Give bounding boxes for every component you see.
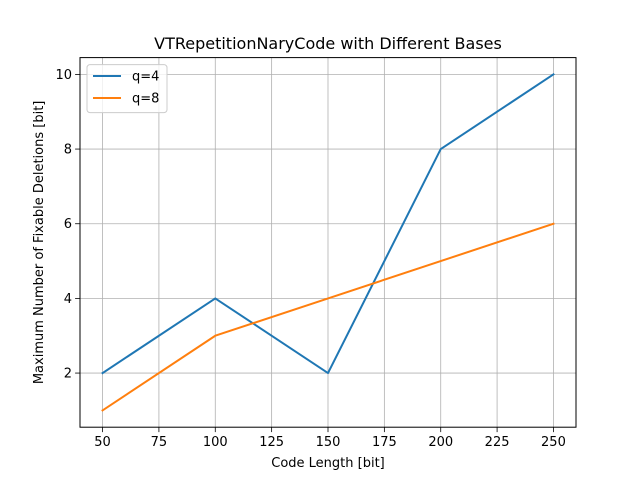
series-layer xyxy=(101,73,555,412)
y-tick-label: 4 xyxy=(64,292,72,307)
y-tick-label: 6 xyxy=(64,217,72,232)
legend-label-q8: q=8 xyxy=(132,92,159,107)
x-tick-label: 100 xyxy=(203,435,228,450)
x-tick-label: 50 xyxy=(94,435,111,450)
x-tick-label: 250 xyxy=(541,435,566,450)
x-tick-label: 150 xyxy=(316,435,341,450)
x-tick-label: 175 xyxy=(372,435,397,450)
x-axis-ticks: 50 75 100 125 150 175 200 225 250 xyxy=(94,427,566,450)
y-tick-label: 2 xyxy=(64,367,72,382)
legend-label-q4: q=4 xyxy=(132,70,159,85)
legend: q=4 q=8 xyxy=(86,64,168,114)
x-axis-label: Code Length [bit] xyxy=(271,456,385,471)
x-tick-label: 125 xyxy=(259,435,284,450)
y-axis-label: Maximum Number of Fixable Deletions [bit… xyxy=(32,101,47,385)
chart-title: VTRepetitionNaryCode with Different Base… xyxy=(154,34,502,53)
y-tick-label: 10 xyxy=(55,68,72,83)
series-line-q4 xyxy=(101,73,555,375)
x-tick-label: 225 xyxy=(485,435,510,450)
y-tick-label: 8 xyxy=(64,143,72,158)
x-tick-label: 75 xyxy=(151,435,168,450)
y-axis-ticks: 2 4 6 8 10 xyxy=(55,68,80,382)
series-line-q8 xyxy=(101,222,555,412)
x-tick-label: 200 xyxy=(428,435,453,450)
